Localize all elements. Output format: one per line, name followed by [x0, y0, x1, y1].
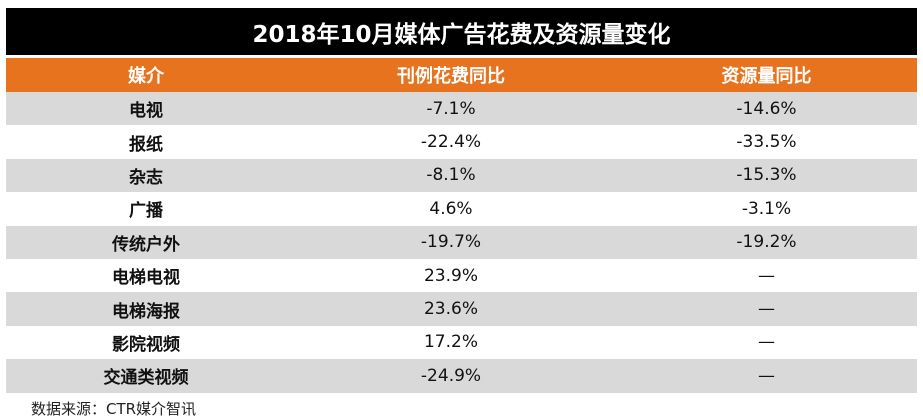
- header-cell: 媒介: [128, 66, 164, 87]
- table-cell: 报纸: [129, 134, 163, 155]
- header-row: 媒介 刊例花费同比 资源量同比: [6, 58, 917, 92]
- table-cell: 23.9%: [423, 265, 478, 286]
- table-row: 交通类视频 -24.9% —: [6, 359, 917, 393]
- table-row: 传统户外 -19.7% -19.2%: [6, 225, 917, 259]
- table-cell: 传统户外: [112, 234, 180, 255]
- table-cell: 电梯电视: [112, 268, 180, 289]
- table-cell: 23.6%: [423, 299, 478, 320]
- table-row: 报纸 -22.4% -33.5%: [6, 125, 917, 158]
- table-cell: -19.7%: [420, 232, 482, 253]
- table-cell: -14.6%: [736, 98, 797, 119]
- source-note: 数据来源：CTR媒介智讯: [31, 400, 197, 418]
- table-cell: -19.2%: [736, 232, 797, 253]
- table-cell: 广播: [129, 201, 163, 222]
- table-row: 影院视频 17.2% —: [6, 326, 917, 359]
- table: 媒介 刊例花费同比 资源量同比电视 -7.1% -14.6% 报纸 -22.4% -33.5%…: [6, 58, 917, 393]
- table-row: 电梯海报 23.6% —: [6, 292, 917, 326]
- table-cell: —: [758, 299, 775, 320]
- table-cell: 电视: [129, 101, 163, 122]
- table-cell: -15.3%: [736, 165, 797, 186]
- table-row: 电梯电视 23.9% —: [6, 259, 917, 292]
- table-cell: —: [758, 332, 775, 353]
- table-cell: 杂志: [129, 167, 163, 188]
- table-cell: -24.9%: [420, 365, 482, 386]
- table-cell: —: [758, 265, 775, 286]
- header-cell: 刊例花费同比: [397, 66, 505, 87]
- table-cell: -8.1%: [426, 165, 476, 186]
- table-cell: -22.4%: [420, 132, 482, 153]
- title: 2018年10月媒体广告花费及资源量变化: [6, 8, 917, 55]
- table-cell: -7.1%: [426, 98, 476, 119]
- table-row: 电视 -7.1% -14.6%: [6, 92, 917, 126]
- table-cell: 17.2%: [423, 332, 478, 353]
- table-cell: 4.6%: [429, 198, 473, 219]
- table-cell: 交通类视频: [103, 368, 189, 389]
- table-cell: -3.1%: [741, 198, 792, 219]
- table-cell: 电梯海报: [112, 301, 180, 322]
- table-cell: -33.5%: [736, 132, 797, 153]
- table-row: 广播 4.6% -3.1%: [6, 192, 917, 225]
- table-row: 杂志 -8.1% -15.3%: [6, 158, 917, 193]
- header-cell: 资源量同比: [721, 66, 812, 87]
- table-cell: —: [758, 365, 775, 386]
- table-cell: 影院视频: [112, 334, 180, 355]
